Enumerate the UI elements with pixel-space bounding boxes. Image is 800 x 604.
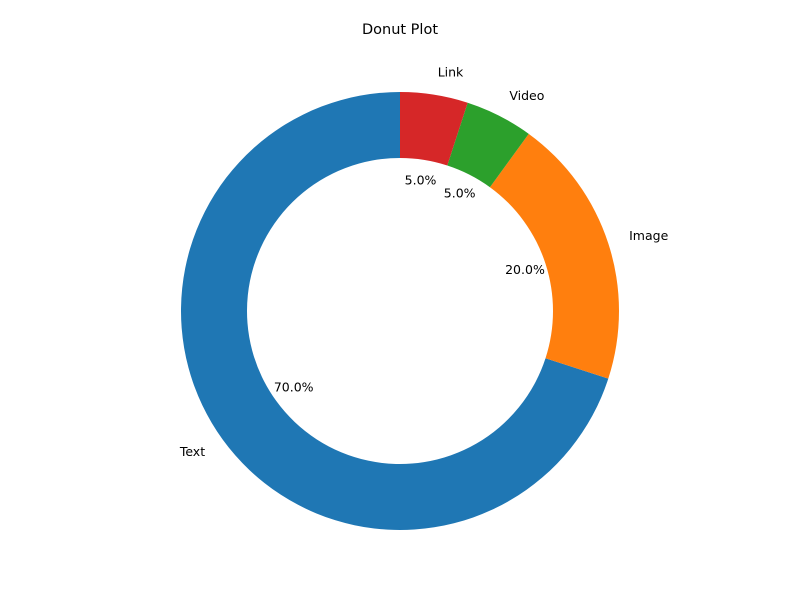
percent-label-link: 5.0% [405, 173, 437, 188]
slices-layer [180, 92, 619, 530]
slice-link [400, 92, 468, 166]
slice-label-image: Image [629, 228, 668, 243]
percent-label-image: 20.0% [505, 262, 545, 277]
slice-label-text: Text [179, 444, 205, 459]
slice-label-link: Link [438, 65, 464, 80]
slice-text [180, 92, 609, 530]
slice-image [489, 133, 619, 379]
percent-label-video: 5.0% [444, 185, 476, 200]
chart-title: Donut Plot [362, 22, 438, 38]
slice-video [447, 102, 529, 188]
percent-label-text: 70.0% [274, 380, 314, 395]
labels-layer: Text 70.0% Image 20.0% Video 5.0% Link 5.0% [179, 65, 669, 460]
slice-label-video: Video [509, 88, 544, 103]
